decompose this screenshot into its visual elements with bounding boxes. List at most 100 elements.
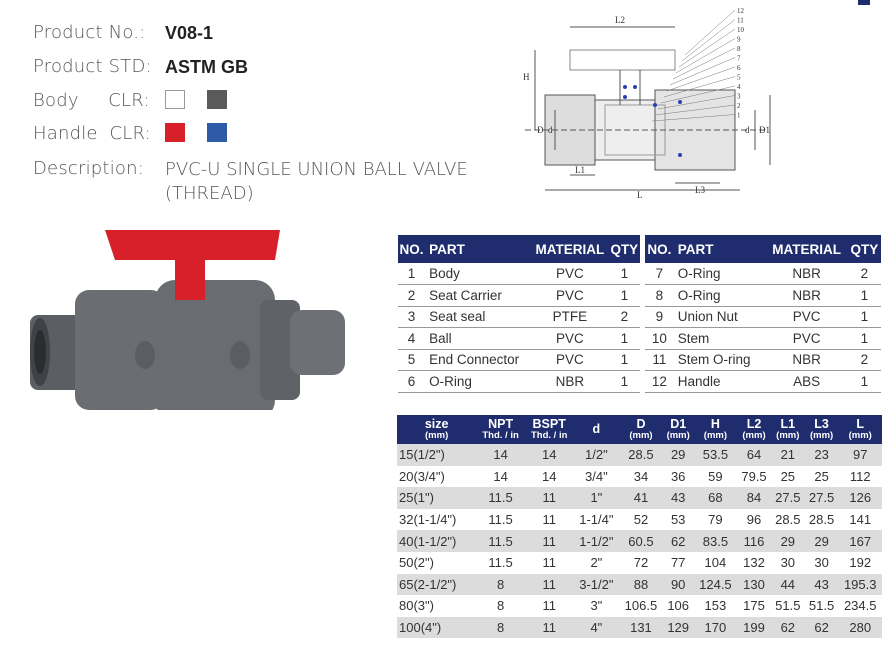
table-cell: 25 xyxy=(814,468,829,484)
leader-line xyxy=(678,28,736,68)
table-cell: 153 xyxy=(704,598,727,614)
table-row: 2 Seat Carrier PVC 1 xyxy=(398,284,640,307)
leader-line xyxy=(666,66,736,92)
table-cell: PVC xyxy=(531,284,609,307)
table-cell: 51.5 xyxy=(775,598,801,614)
leader-line xyxy=(684,9,736,56)
header-main: L2 xyxy=(746,416,762,431)
valve-product-image xyxy=(30,230,345,410)
leader-line xyxy=(654,104,736,116)
table-row: 4 Ball PVC 1 xyxy=(398,327,640,350)
table-cell: 106 xyxy=(667,598,690,614)
table-cell: Stem O-ring xyxy=(673,349,766,371)
dims-header-cell: H (mm) xyxy=(693,415,738,444)
table-cell: 124.5 xyxy=(693,573,738,596)
dims-header-cell: NPT Thd. / in xyxy=(476,415,525,444)
table-cell: O-Ring xyxy=(425,370,532,393)
table-cell: 30 xyxy=(780,555,796,571)
leader-line xyxy=(663,76,736,98)
table-row: 10 Stem PVC 1 xyxy=(645,327,881,350)
description-label: Description: xyxy=(33,158,144,179)
table-cell: 34 xyxy=(633,468,649,484)
header-unit: (mm) xyxy=(425,429,449,441)
table-cell: 60.5 xyxy=(619,530,663,552)
dims-header-cell: BSPT Thd. / in xyxy=(524,415,574,444)
parts-header-cell: NO. xyxy=(645,235,674,263)
table-cell: 100(4") xyxy=(397,616,477,639)
table-cell: 15(1/2") xyxy=(397,444,477,466)
table-cell: End Connector xyxy=(425,349,532,371)
table-cell: 130 xyxy=(737,573,771,596)
table-cell: 90 xyxy=(662,573,694,596)
dim-label-l: L xyxy=(637,190,643,200)
table-row: 9 Union Nut PVC 1 xyxy=(645,306,881,328)
table-cell: 11 xyxy=(542,555,556,571)
dimensions-table: size (mm) NPT Thd. / in BSPT Thd. / in d D (mm) D… xyxy=(397,415,882,639)
dim-label-l1: L1 xyxy=(575,165,585,175)
table-cell: 6 xyxy=(398,370,426,393)
table-cell: O-Ring xyxy=(673,263,766,285)
table-cell: 112 xyxy=(849,468,871,484)
table-cell: 1 xyxy=(608,370,640,393)
dim-label-h: H xyxy=(523,72,530,82)
leader-line xyxy=(651,114,736,122)
handle-clr-label: Handle CLR: xyxy=(33,123,151,144)
table-cell: O-Ring xyxy=(673,284,766,307)
table-cell: 11.5 xyxy=(476,487,525,509)
dim-label-l2: L2 xyxy=(615,15,625,25)
part-number-callout: 3 xyxy=(737,93,741,101)
table-cell: PVC xyxy=(765,327,848,350)
part-number-callout: 4 xyxy=(737,83,741,91)
table-cell: NBR xyxy=(765,284,848,307)
table-row: 7 O-Ring NBR 2 xyxy=(645,263,881,285)
dims-header-cell: L2 (mm) xyxy=(737,415,771,444)
parts-table-right: NO. PART MATERIAL QTY 7 O-Ring NBR 2 8 O-Ring NBR 1… xyxy=(645,235,881,393)
table-cell: 44 xyxy=(770,573,805,596)
part-number-callout: 11 xyxy=(737,17,744,25)
table-cell: 8 xyxy=(496,598,505,614)
leader-line xyxy=(660,85,736,104)
table-cell: 10 xyxy=(645,327,674,350)
table-cell: 51.5 xyxy=(808,598,835,614)
parts-header-cell: MATERIAL xyxy=(765,235,848,263)
dims-header-cell: D1 (mm) xyxy=(662,415,694,444)
header-main: L3 xyxy=(814,416,829,431)
table-cell: 116 xyxy=(737,530,771,552)
table-cell: 79.5 xyxy=(741,468,767,484)
table-cell: 97 xyxy=(838,444,882,466)
table-cell: 1-1/4" xyxy=(579,512,614,528)
header-main: H xyxy=(710,416,720,431)
table-cell: 11 xyxy=(542,598,556,614)
table-cell: 4 xyxy=(398,327,426,350)
table-cell: 21 xyxy=(770,444,805,466)
dims-header-cell: d xyxy=(573,415,620,444)
table-cell: Body xyxy=(425,263,532,285)
table-cell: 8 xyxy=(476,573,525,596)
dim-label-l3: L3 xyxy=(695,185,705,195)
handle-color-blue-swatch xyxy=(207,123,227,142)
table-cell: 11.5 xyxy=(488,555,513,571)
parts-header-cell: QTY xyxy=(608,235,640,263)
dim-label-d-right: d xyxy=(745,125,750,135)
leader-line xyxy=(681,19,736,62)
table-cell: 170 xyxy=(693,616,738,639)
part-number-callout: 5 xyxy=(737,74,741,82)
table-row: 12 Handle ABS 1 xyxy=(645,370,881,393)
table-cell: 132 xyxy=(743,555,765,571)
parts-header-cell: MATERIAL xyxy=(531,235,609,263)
product-std-label: Product STD: xyxy=(33,56,152,77)
table-cell: 53 xyxy=(670,512,686,528)
table-cell: 28.5 xyxy=(775,512,801,528)
table-cell: 64 xyxy=(737,444,771,466)
part-number-callout: 6 xyxy=(737,64,741,72)
dims-header-cell: L1 (mm) xyxy=(770,415,805,444)
table-row: 25(1") 11.5 11 1" 41 43 68 84 27.5 27.5 126 xyxy=(397,487,882,509)
table-cell: 14 xyxy=(541,468,557,484)
leader-line xyxy=(657,95,736,110)
table-cell: 5 xyxy=(398,349,426,371)
table-cell: 2 xyxy=(847,349,881,371)
table-cell: 2 xyxy=(398,284,426,307)
table-row: 65(2-1/2") 8 11 3-1/2" 88 90 124.5 130 44 43 195.3 xyxy=(397,573,882,596)
table-cell: 11.5 xyxy=(476,530,525,552)
